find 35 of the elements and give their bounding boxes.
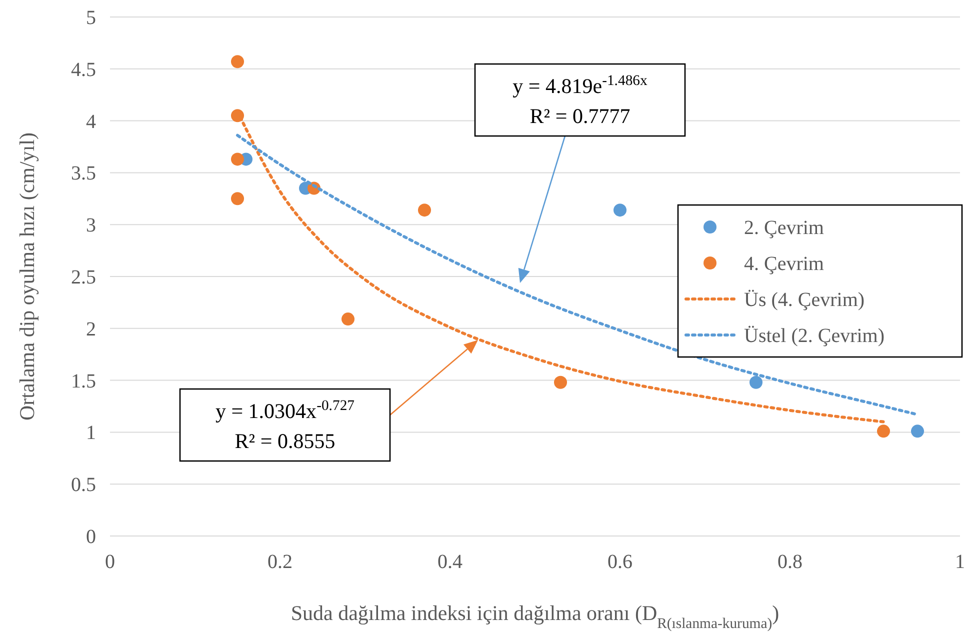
y-tick-label: 1	[86, 422, 96, 444]
y-tick-label: 3	[86, 214, 96, 237]
x-tick-label: 0.6	[608, 551, 632, 573]
point	[554, 376, 567, 389]
point	[877, 424, 890, 438]
point	[231, 55, 244, 68]
x-tick-label: 0.2	[268, 551, 292, 573]
y-tick-label: 2	[86, 318, 96, 340]
point	[342, 312, 354, 326]
legend-label: Üs (4. Çevrim)	[744, 289, 865, 311]
legend-label: 4. Çevrim	[744, 253, 824, 275]
annotation: y = 1.0304x$^{-0.727}$ R² = 0.8555	[215, 398, 355, 453]
y-tick-label: 4.5	[71, 58, 96, 81]
x-tick-label: 0	[105, 551, 115, 573]
y-axis-title: Ortalama dip oyulma hızı (cm/yıl)	[15, 132, 39, 421]
y-tick-label: 0	[86, 526, 96, 548]
annotation: y = 4.819e$^{-1.486x}$ R² = 0.7777	[512, 73, 648, 128]
point	[750, 376, 762, 389]
x-tick-label: 1	[955, 551, 965, 573]
point	[614, 204, 626, 217]
point	[231, 192, 244, 206]
x-tick-label: 0.8	[778, 551, 802, 573]
point	[911, 424, 924, 438]
y-tick-label: 3.5	[71, 162, 96, 185]
y-tick-label: 4	[86, 110, 96, 133]
y-tick-label: 0.5	[71, 474, 96, 496]
y-tick-label: 2.5	[71, 266, 96, 288]
y-tick-label: 1.5	[71, 370, 96, 392]
x-tick-label: 0.4	[438, 551, 462, 573]
point	[418, 204, 431, 217]
x-axis-title: Suda dağılma indeksi için dağılma oranı (D$_{R(ıslanma-kuruma)}$)	[290, 601, 780, 632]
y-tick-label: 5	[86, 7, 96, 29]
legend-label: Üstel (2. Çevrim)	[744, 325, 885, 347]
point	[231, 152, 244, 166]
legend-label: 2. Çevrim	[744, 217, 824, 239]
